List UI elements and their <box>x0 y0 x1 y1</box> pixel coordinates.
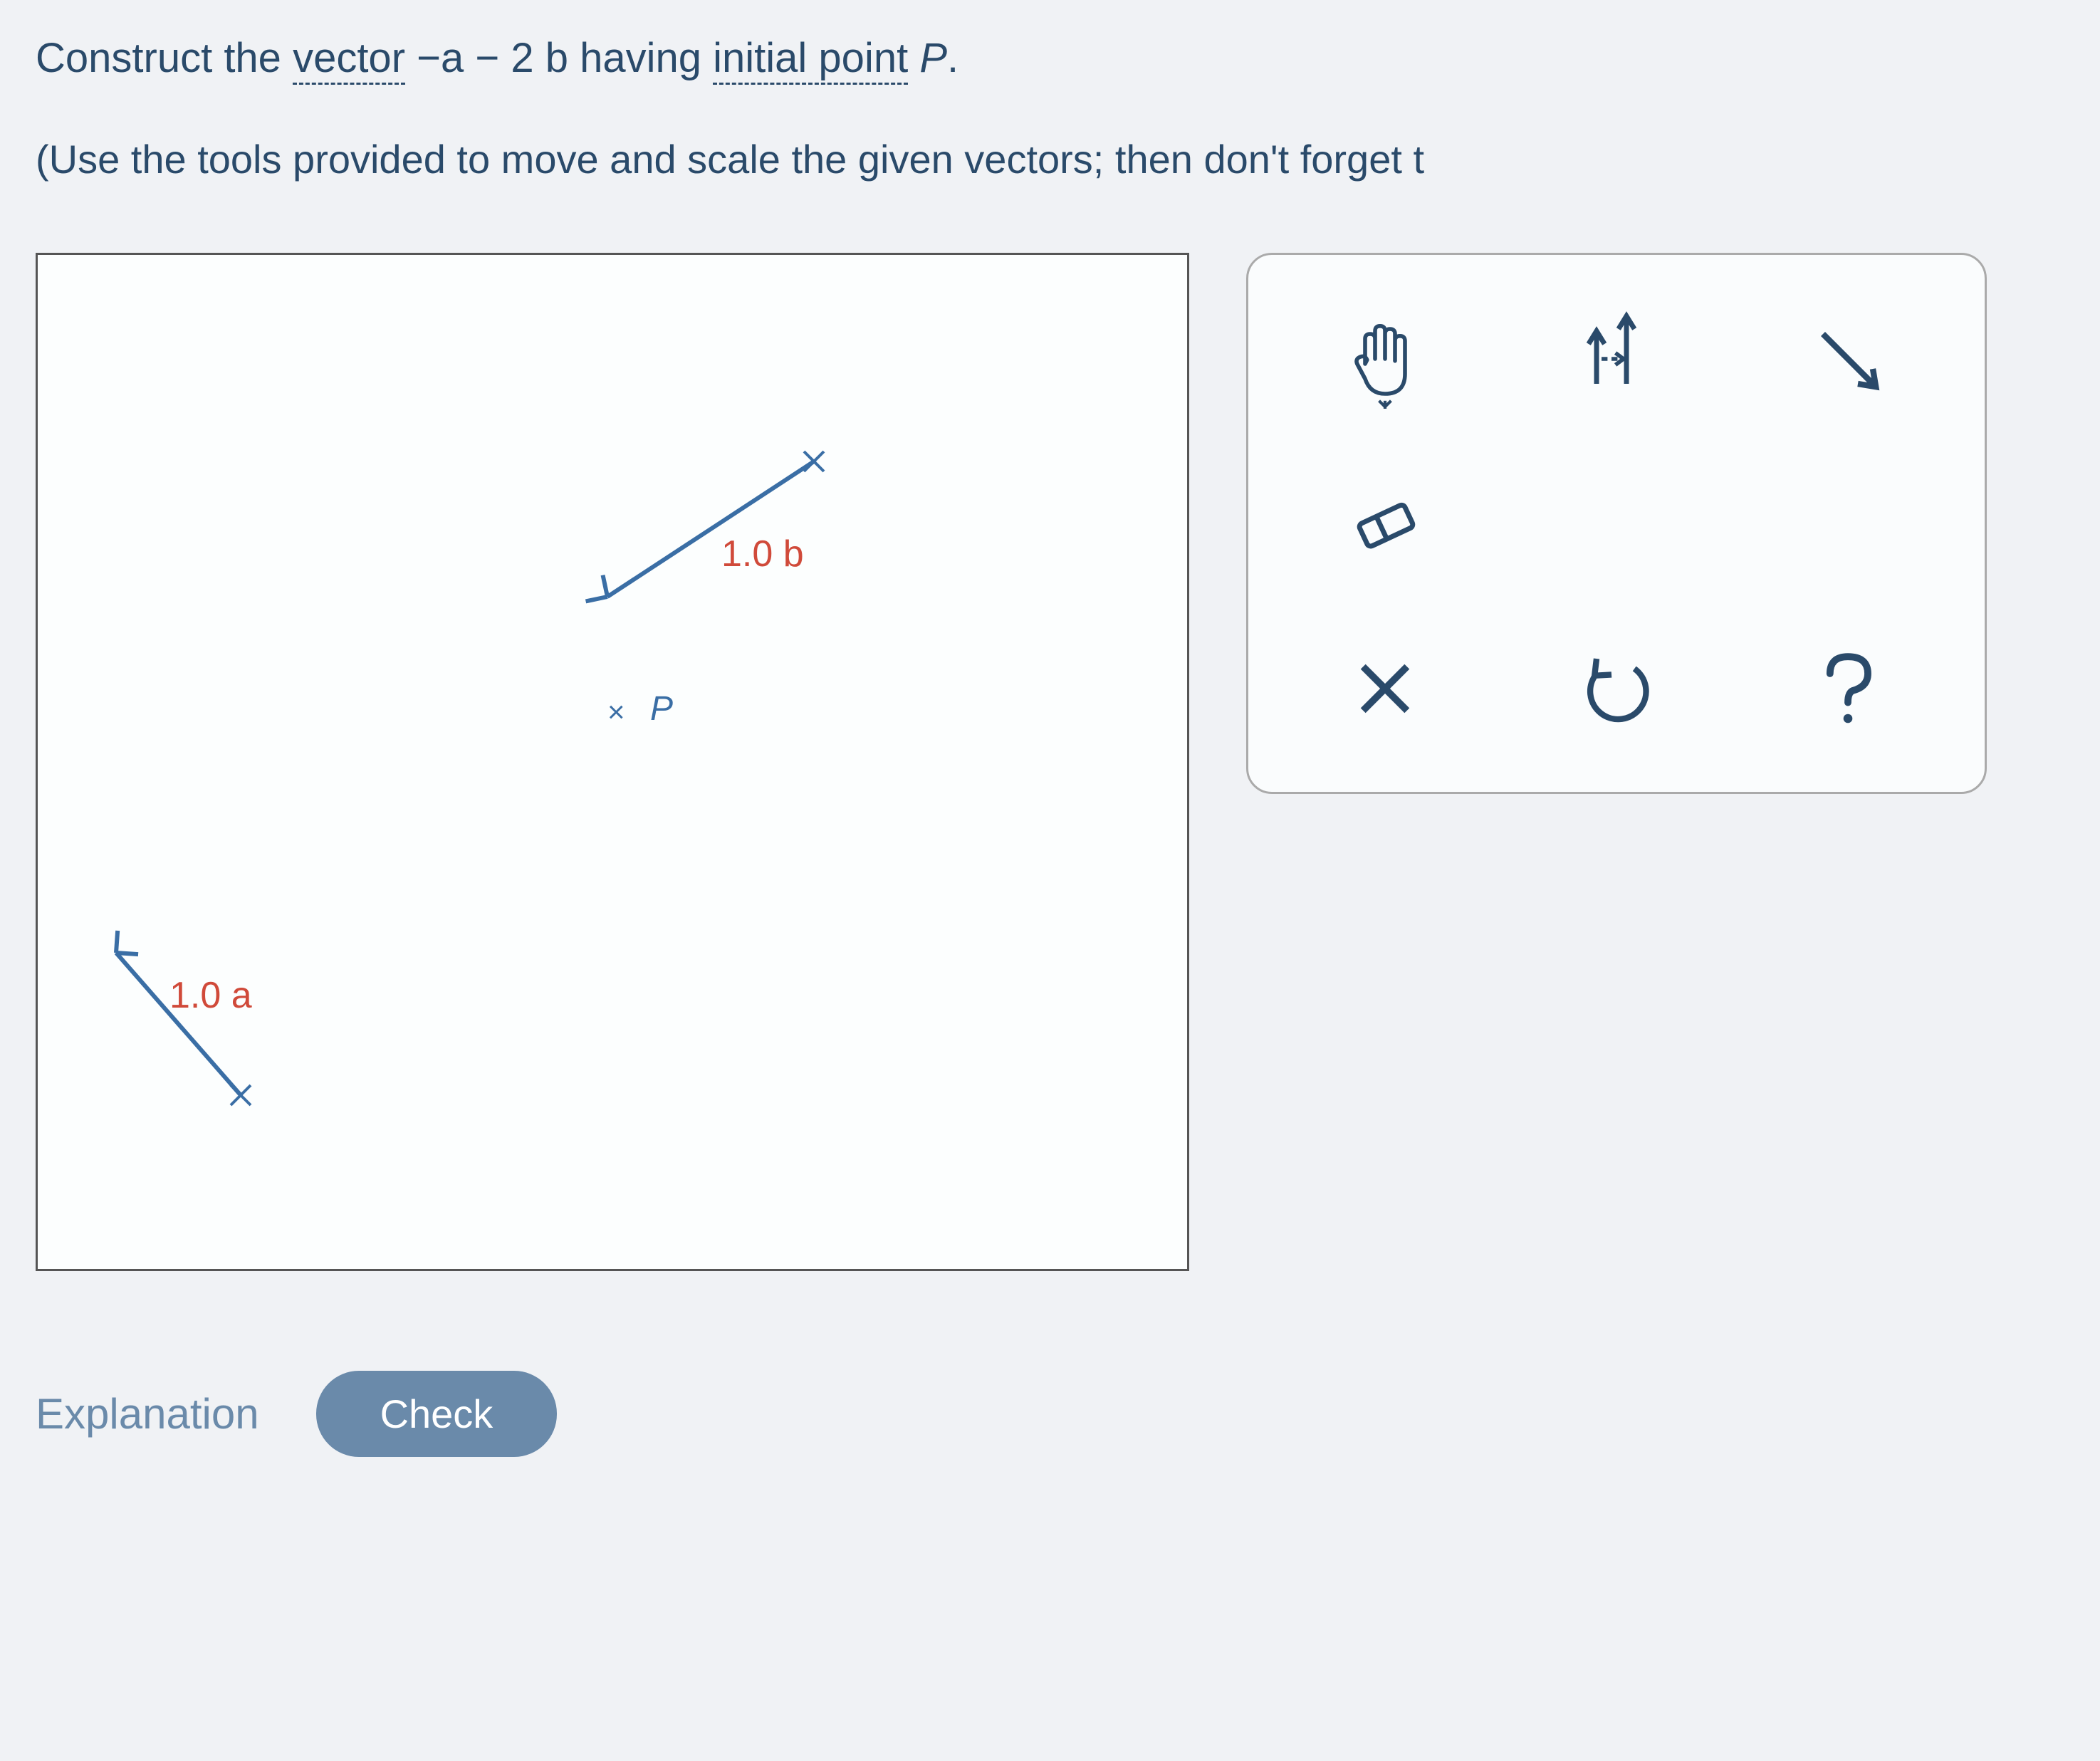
empty-slot-2 <box>1739 449 1956 599</box>
hand-icon <box>1335 309 1435 409</box>
suffix-period: . <box>947 35 958 81</box>
drawing-canvas[interactable]: 1.0 a 1.0 b × P <box>36 253 1189 1271</box>
move-tool[interactable] <box>1277 283 1494 434</box>
instruction-expression: −a − 2 b having <box>405 35 713 81</box>
suffix-var: P <box>908 35 947 81</box>
undo-tool[interactable] <box>1508 613 1725 763</box>
workspace: 1.0 a 1.0 b × P <box>36 253 2079 1271</box>
toolbox <box>1246 253 1987 794</box>
check-button[interactable]: Check <box>316 1371 558 1457</box>
clear-tool[interactable] <box>1277 613 1494 763</box>
vector-b[interactable] <box>38 255 1191 1273</box>
empty-slot-1 <box>1508 449 1725 599</box>
scale-arrows-icon <box>1567 309 1666 409</box>
bottom-bar: Explanation Check <box>36 1371 2079 1457</box>
explanation-link[interactable]: Explanation <box>36 1389 259 1438</box>
vector-tool[interactable] <box>1739 283 1956 434</box>
point-p-marker[interactable]: × <box>607 695 625 729</box>
eraser-tool[interactable] <box>1277 449 1494 599</box>
vector-word[interactable]: vector <box>293 35 405 85</box>
help-tool[interactable] <box>1739 613 1956 763</box>
undo-icon <box>1567 639 1666 738</box>
question-icon <box>1798 639 1898 738</box>
instruction-prefix: Construct the <box>36 35 293 81</box>
initial-point-word[interactable]: initial point <box>713 35 908 85</box>
arrow-diag-icon <box>1798 309 1898 409</box>
vector-b-label: 1.0 b <box>721 533 804 575</box>
sub-instruction: (Use the tools provided to move and scal… <box>36 124 2079 196</box>
instruction-line: Construct the vector −a − 2 b having ini… <box>36 21 2079 95</box>
x-icon <box>1335 639 1435 738</box>
scale-tool[interactable] <box>1508 283 1725 434</box>
eraser-icon <box>1335 474 1435 573</box>
point-p-label: P <box>650 689 673 728</box>
